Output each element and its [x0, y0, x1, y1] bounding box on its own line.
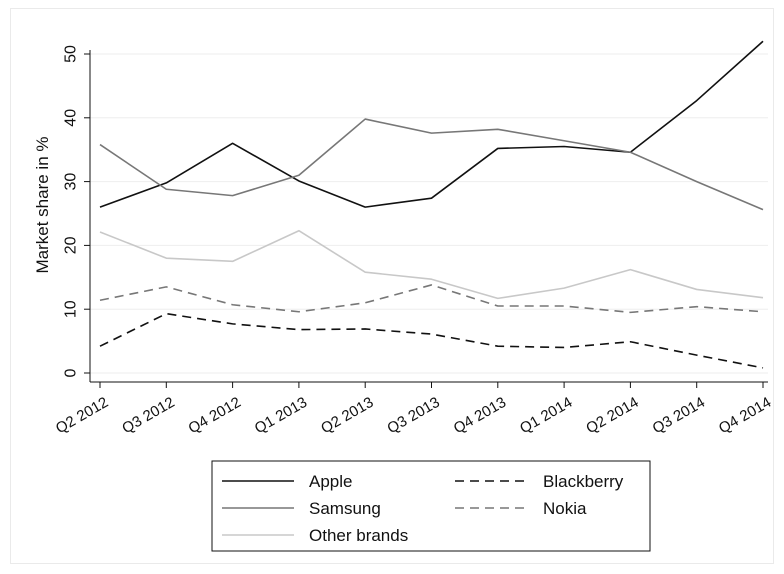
y-tick-label: 40	[63, 109, 80, 127]
legend-label-apple: Apple	[309, 472, 352, 491]
y-tick-label: 50	[63, 45, 80, 63]
y-tick-label: 30	[63, 173, 80, 191]
x-tick-label: Q4 2014	[716, 394, 774, 437]
x-tick-label: Q3 2014	[650, 394, 708, 437]
y-axis-label: Market share in %	[33, 137, 52, 274]
series-lines	[99, 40, 764, 369]
x-tick-label: Q4 2013	[451, 394, 509, 437]
x-tick-label: Q1 2013	[252, 394, 310, 437]
y-tick-label: 0	[63, 368, 80, 377]
x-tick-label: Q3 2013	[384, 394, 442, 437]
legend-label-nokia: Nokia	[543, 499, 587, 518]
gridlines	[90, 53, 768, 374]
legend-label-samsung: Samsung	[309, 499, 381, 518]
series-line-samsung	[99, 118, 764, 211]
x-tick-label: Q4 2012	[186, 394, 244, 437]
legend: Apple Blackberry Samsung Nokia Other brands	[211, 460, 651, 552]
x-tick-label: Q2 2012	[53, 394, 111, 437]
x-tick-label: Q2 2013	[318, 394, 376, 437]
legend-label-other-brands: Other brands	[309, 526, 408, 545]
legend-label-blackberry: Blackberry	[543, 472, 624, 491]
y-tick-label: 20	[63, 236, 80, 254]
legend-box	[211, 460, 651, 552]
series-line-apple	[99, 40, 764, 208]
y-tick-label: 10	[63, 300, 80, 318]
series-line-nokia	[99, 284, 764, 314]
x-tick-label: Q3 2012	[119, 394, 177, 437]
x-tick-label: Q2 2014	[583, 394, 641, 437]
x-tick-label: Q1 2014	[517, 394, 575, 437]
series-line-other-brands	[99, 229, 764, 300]
series-line-blackberry	[99, 312, 764, 369]
